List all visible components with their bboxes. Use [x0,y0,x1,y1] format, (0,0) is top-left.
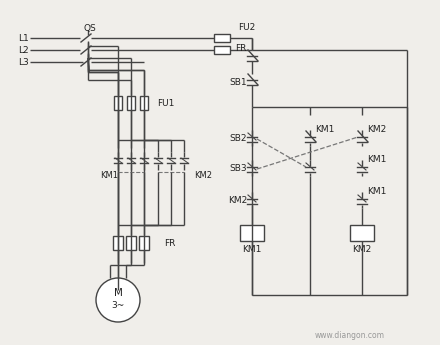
Text: KM1: KM1 [242,245,262,254]
Text: KM1: KM1 [367,187,386,196]
Text: KM1: KM1 [315,125,334,134]
Text: L2: L2 [18,46,29,55]
Text: KM2: KM2 [228,196,247,205]
Circle shape [96,278,140,322]
Text: FU1: FU1 [157,99,174,108]
Bar [240,225,264,241]
Text: M: M [114,288,122,298]
Bar [114,96,122,110]
Text: SB2: SB2 [230,134,247,142]
Bar [126,236,136,250]
Text: KM2: KM2 [352,245,372,254]
Text: 3~: 3~ [111,300,125,309]
Bar [127,96,135,110]
Text: QS: QS [84,23,96,32]
Bar [113,236,123,250]
Text: SB3: SB3 [229,164,247,172]
Bar [139,236,149,250]
Text: www.diangon.com: www.diangon.com [315,331,385,339]
Text: KM1: KM1 [367,155,386,164]
Text: L3: L3 [18,58,29,67]
Bar [214,34,230,42]
Text: L1: L1 [18,33,29,42]
Text: KM2: KM2 [194,170,212,179]
Text: KM2: KM2 [367,125,386,134]
Bar [140,96,148,110]
Bar [214,46,230,54]
Text: KM1: KM1 [100,170,118,179]
Bar [350,225,374,241]
Text: SB1: SB1 [229,78,247,87]
Text: FU2: FU2 [238,22,255,31]
Text: FR: FR [164,238,176,247]
Text: FR: FR [236,43,247,52]
